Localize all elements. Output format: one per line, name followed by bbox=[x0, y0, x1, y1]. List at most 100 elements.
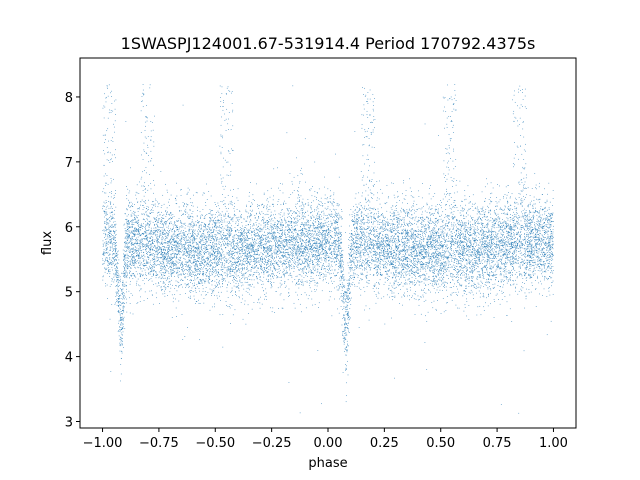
data-point bbox=[233, 255, 235, 257]
data-point bbox=[397, 217, 399, 218]
data-point bbox=[514, 246, 515, 248]
data-point bbox=[268, 242, 270, 243]
data-point bbox=[145, 167, 147, 168]
data-point bbox=[175, 245, 177, 247]
data-point bbox=[261, 235, 262, 236]
data-point bbox=[209, 255, 211, 257]
data-point bbox=[120, 358, 122, 359]
data-point bbox=[300, 195, 302, 197]
data-point bbox=[435, 249, 437, 251]
data-point bbox=[197, 243, 199, 244]
data-point bbox=[231, 91, 233, 92]
data-point bbox=[181, 267, 183, 269]
data-point bbox=[390, 317, 392, 319]
data-point bbox=[379, 249, 380, 250]
data-point bbox=[168, 286, 169, 288]
data-point bbox=[523, 198, 525, 200]
data-point bbox=[471, 254, 473, 255]
data-point bbox=[295, 276, 297, 277]
data-point bbox=[371, 260, 373, 262]
data-point bbox=[397, 224, 398, 226]
data-point bbox=[286, 229, 288, 231]
data-point bbox=[106, 224, 107, 225]
data-point bbox=[166, 226, 168, 228]
data-point bbox=[415, 216, 417, 218]
data-point bbox=[124, 270, 125, 271]
data-point bbox=[546, 201, 548, 202]
data-point bbox=[549, 246, 551, 247]
data-point bbox=[279, 190, 281, 191]
data-point bbox=[326, 272, 328, 273]
data-point bbox=[191, 246, 193, 248]
data-point bbox=[315, 243, 317, 245]
data-point bbox=[451, 99, 453, 101]
data-point bbox=[264, 247, 265, 248]
data-point bbox=[326, 256, 328, 258]
data-point bbox=[123, 250, 125, 252]
data-point bbox=[411, 281, 412, 283]
data-point bbox=[545, 249, 547, 251]
data-point bbox=[185, 273, 187, 274]
data-point bbox=[493, 253, 495, 255]
data-point bbox=[431, 205, 433, 207]
data-point bbox=[443, 266, 444, 268]
data-point bbox=[432, 253, 434, 254]
data-point bbox=[443, 160, 445, 162]
data-point bbox=[136, 282, 137, 284]
data-point bbox=[530, 230, 532, 231]
data-point bbox=[503, 224, 505, 226]
data-point bbox=[270, 255, 272, 257]
data-point bbox=[354, 242, 356, 244]
data-point bbox=[529, 274, 531, 276]
data-point bbox=[405, 252, 406, 254]
data-point bbox=[124, 242, 125, 244]
data-point bbox=[342, 333, 343, 335]
data-point bbox=[159, 226, 161, 228]
data-point bbox=[272, 235, 274, 237]
data-point bbox=[224, 278, 226, 280]
data-point bbox=[282, 242, 283, 244]
data-point bbox=[221, 181, 223, 182]
data-point bbox=[551, 254, 553, 255]
data-point bbox=[395, 260, 396, 262]
data-point bbox=[286, 248, 287, 250]
data-point bbox=[340, 260, 341, 262]
data-point bbox=[209, 221, 211, 223]
data-point bbox=[102, 208, 103, 210]
data-point bbox=[133, 236, 135, 237]
data-point bbox=[508, 257, 510, 259]
data-point bbox=[377, 259, 379, 261]
data-point bbox=[424, 342, 426, 343]
data-point bbox=[270, 307, 272, 309]
data-point bbox=[239, 235, 241, 236]
data-point bbox=[166, 214, 167, 215]
data-point bbox=[186, 260, 188, 262]
data-point bbox=[482, 217, 483, 219]
data-point bbox=[486, 216, 488, 218]
data-point bbox=[545, 247, 547, 249]
data-point bbox=[457, 274, 459, 276]
data-point bbox=[176, 235, 178, 236]
data-point bbox=[509, 308, 511, 310]
data-point bbox=[271, 226, 273, 228]
data-point bbox=[539, 270, 541, 272]
data-point bbox=[285, 256, 287, 258]
data-point bbox=[182, 268, 183, 270]
data-point bbox=[320, 201, 322, 203]
data-point bbox=[413, 281, 415, 283]
data-point bbox=[123, 255, 125, 257]
data-point bbox=[217, 248, 218, 250]
data-point bbox=[130, 262, 132, 264]
data-point bbox=[302, 235, 303, 237]
data-point bbox=[389, 251, 391, 253]
data-point bbox=[458, 246, 460, 248]
data-point bbox=[360, 219, 362, 221]
data-point bbox=[404, 296, 406, 297]
data-point bbox=[424, 249, 426, 250]
data-point bbox=[509, 226, 511, 228]
data-point bbox=[475, 246, 476, 247]
data-point bbox=[405, 232, 407, 234]
data-point bbox=[522, 282, 524, 284]
data-point bbox=[150, 230, 151, 232]
data-point bbox=[107, 234, 109, 235]
